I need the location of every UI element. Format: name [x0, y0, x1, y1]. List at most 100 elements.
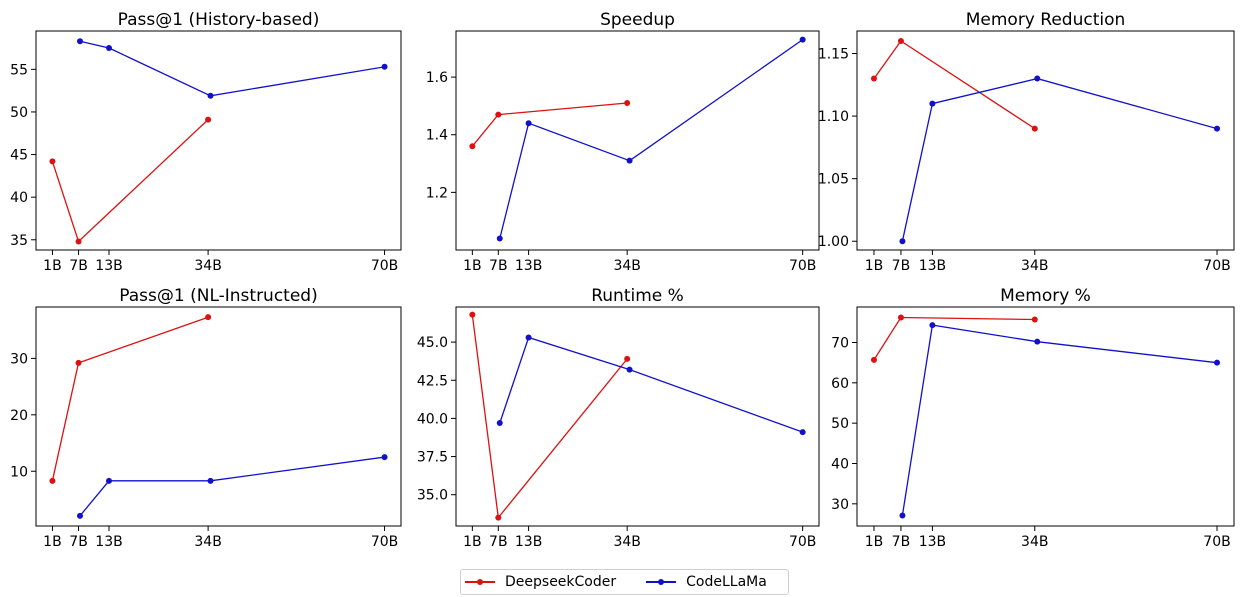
- x-tick-label: 70B: [789, 258, 816, 274]
- data-point-deepseekcoder: [870, 356, 877, 363]
- series-line-codellama: [901, 324, 1218, 516]
- x-tick-label: 1B: [43, 534, 62, 550]
- x-tick-label: 70B: [1203, 258, 1230, 274]
- series-line-deepseekcoder: [471, 102, 628, 147]
- x-tick-label: 13B: [919, 534, 946, 550]
- data-point-deepseekcoder: [49, 158, 56, 165]
- y-tick-label: 42.5: [417, 373, 448, 389]
- legend-label-deepseekcoder: DeepseekCoder: [505, 574, 617, 590]
- data-point-codellama: [799, 429, 806, 436]
- data-point-deepseekcoder: [897, 314, 904, 321]
- data-point-deepseekcoder: [870, 75, 877, 82]
- y-tick-label: 1.6: [426, 70, 448, 86]
- data-point-deepseekcoder: [49, 477, 56, 484]
- data-point-deepseekcoder: [75, 238, 82, 245]
- data-point-codellama: [381, 63, 388, 70]
- legend-marker-codellama: [658, 579, 665, 585]
- axes-frame: [455, 30, 820, 251]
- data-point-deepseekcoder: [205, 116, 212, 123]
- x-tick-label: 34B: [613, 534, 640, 550]
- data-point-codellama: [626, 366, 633, 373]
- data-point-codellama: [76, 38, 83, 45]
- y-tick-label: 1.15: [818, 47, 849, 63]
- legend: DeepseekCoder CodeLLaMa: [460, 569, 789, 595]
- x-tick-label: 13B: [95, 258, 122, 274]
- subplot-1: Pass@1 (History-based) 1B 7B 13B 34B 70B 35 40 4…: [10, 10, 402, 274]
- data-point-codellama: [899, 238, 906, 245]
- series-line-deepseekcoder: [51, 316, 209, 481]
- subplot-title: Runtime %: [591, 286, 684, 306]
- series-line-deepseekcoder: [51, 119, 209, 243]
- data-point-codellama: [1034, 75, 1041, 82]
- data-point-codellama: [1214, 359, 1221, 366]
- y-tick-label: 1.05: [818, 172, 849, 188]
- y-tick-label: 30: [10, 351, 28, 367]
- y-tick-label: 50: [831, 416, 849, 432]
- x-tick-label: 7B: [892, 534, 911, 550]
- data-point-deepseekcoder: [495, 514, 502, 521]
- axes-frame: [856, 30, 1235, 251]
- series-line-deepseekcoder: [873, 316, 1035, 361]
- y-tick-label: 40.0: [417, 411, 448, 427]
- x-tick-label: 34B: [613, 258, 640, 274]
- data-point-codellama: [929, 100, 936, 107]
- data-point-codellama: [106, 45, 112, 52]
- x-tick-label: 70B: [1203, 534, 1230, 550]
- y-tick-label: 1.00: [818, 234, 849, 250]
- y-tick-label: 60: [831, 376, 849, 392]
- subplot-title: Speedup: [600, 10, 675, 30]
- x-tick-label: 1B: [463, 534, 482, 550]
- x-tick-label: 7B: [489, 258, 508, 274]
- data-point-codellama: [106, 477, 112, 484]
- y-tick-label: 70: [831, 335, 849, 351]
- series-line-codellama: [901, 77, 1218, 242]
- y-tick-label: 1.10: [818, 109, 849, 125]
- subplot-2: Speedup 1B 7B 13B 34B 70B 1.2 1.4 1.6: [426, 10, 820, 274]
- data-point-deepseekcoder: [469, 143, 476, 150]
- y-tick-label: 30: [831, 497, 849, 513]
- data-point-codellama: [626, 157, 633, 164]
- x-tick-label: 7B: [892, 258, 911, 274]
- axes-frame: [455, 306, 820, 527]
- data-point-codellama: [1214, 125, 1221, 132]
- subplot-title: Memory %: [1000, 286, 1091, 306]
- data-point-codellama: [496, 419, 503, 426]
- y-tick-label: 45: [10, 148, 28, 164]
- data-point-deepseekcoder: [624, 355, 631, 362]
- y-tick-label: 55: [10, 62, 28, 78]
- data-point-deepseekcoder: [897, 38, 904, 45]
- data-point-codellama: [799, 36, 806, 43]
- data-point-codellama: [1034, 338, 1041, 345]
- y-tick-label: 35: [10, 233, 28, 249]
- series-line-codellama: [499, 39, 804, 239]
- x-tick-label: 13B: [515, 258, 542, 274]
- data-point-deepseekcoder: [624, 100, 631, 107]
- x-tick-label: 1B: [865, 258, 884, 274]
- x-tick-label: 34B: [194, 534, 221, 550]
- y-tick-label: 10: [10, 464, 28, 480]
- data-point-codellama: [207, 477, 214, 484]
- series-line-codellama: [79, 40, 385, 97]
- y-tick-label: 40: [831, 456, 849, 472]
- subplot-4: Pass@1 (NL-Instructed) 1B 7B 13B 34B 70B 10 20 3…: [10, 286, 402, 550]
- legend-item-deepseekcoder: DeepseekCoder: [465, 574, 616, 590]
- series-line-codellama: [499, 336, 803, 433]
- data-point-codellama: [899, 512, 906, 519]
- data-point-codellama: [929, 322, 936, 329]
- data-point-codellama: [525, 334, 532, 341]
- y-tick-label: 40: [10, 190, 28, 206]
- x-tick-label: 13B: [95, 534, 122, 550]
- data-point-codellama: [381, 454, 388, 461]
- series-line-deepseekcoder: [471, 314, 628, 520]
- subplot-title: Pass@1 (NL-Instructed): [119, 286, 317, 306]
- legend-label-codellama: CodeLLaMa: [686, 574, 767, 590]
- data-point-codellama: [525, 120, 532, 127]
- axes-frame: [35, 30, 402, 251]
- data-point-deepseekcoder: [469, 311, 476, 318]
- y-tick-label: 20: [10, 408, 28, 424]
- data-point-codellama: [207, 92, 214, 99]
- y-tick-label: 50: [10, 105, 28, 121]
- x-tick-label: 1B: [865, 534, 884, 550]
